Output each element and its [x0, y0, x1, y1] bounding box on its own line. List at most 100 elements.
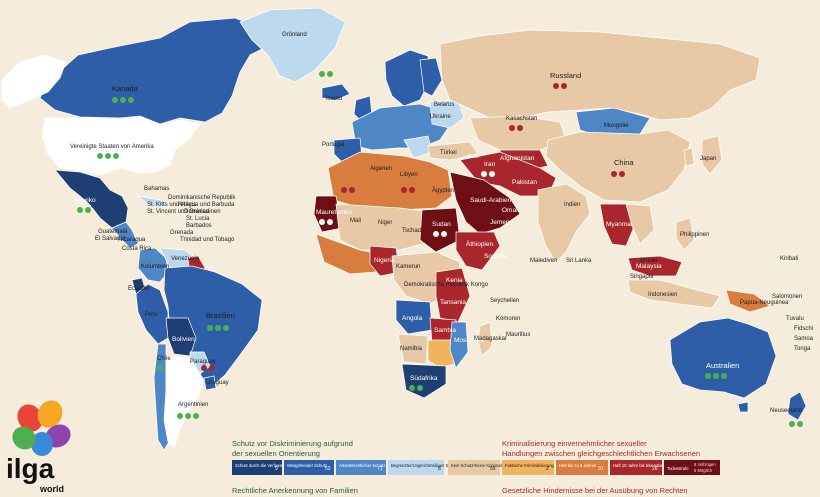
country-korea[interactable]	[683, 147, 695, 167]
label-south-africa: Südafrika	[410, 375, 438, 382]
country-central-america[interactable]	[111, 221, 139, 249]
legend-seg-ten-plus-count: 26	[652, 466, 658, 472]
label-guatemala: Guatemala	[98, 229, 128, 235]
legend-seg-limited-label: Begrenzter/Ungleichmäßiger Schutz	[391, 463, 458, 468]
label-cameroon: Kamerun	[396, 264, 420, 270]
petal-orange-icon	[37, 400, 63, 428]
legend-seg-broad-count: 52	[325, 466, 331, 472]
country-usa[interactable]	[41, 116, 201, 176]
legend-seg-employment-count: 71	[377, 466, 383, 472]
legend-seg-ten-plus-label: Haft 10 Jahre bis lebenslang	[613, 463, 667, 468]
country-colombia[interactable]	[137, 247, 169, 283]
country-russia[interactable]	[439, 29, 761, 121]
marker-red-icon	[509, 125, 515, 131]
marker-red-icon	[409, 187, 415, 193]
country-cuba[interactable]	[136, 195, 170, 207]
country-madagascar[interactable]	[477, 321, 493, 357]
legend-seg-death[interactable]	[664, 460, 720, 475]
country-turkey[interactable]	[427, 141, 479, 161]
legend-seg-de-facto-label: Faktische Kriminalisierung	[505, 463, 555, 468]
marker-green-icon	[113, 153, 119, 159]
country-argentina[interactable]	[163, 355, 205, 449]
country-scandinavia[interactable]	[384, 49, 431, 107]
marker-red-icon	[553, 83, 559, 89]
country-sudan[interactable]	[419, 207, 461, 253]
legend-seg-broad-label: Weitgehender Schutz	[287, 463, 327, 468]
country-angola[interactable]	[395, 299, 433, 335]
legend-seg-up-to-8[interactable]	[556, 460, 608, 475]
logo-petals-icon	[12, 400, 71, 456]
legend-seg-employment[interactable]	[336, 460, 386, 475]
label-venezuela: Venezuela	[171, 256, 200, 262]
label-angola: Angola	[402, 315, 423, 322]
marker-red-icon	[611, 171, 617, 177]
country-iceland[interactable]	[321, 83, 351, 101]
label-libya: Libyen	[400, 172, 418, 178]
country-new-zealand[interactable]	[787, 391, 807, 421]
legend-seg-constitution-count: 9	[275, 466, 278, 472]
label-dominican: Dominikanische Republik	[168, 195, 236, 201]
label-st-lucia: St. Lucia	[186, 216, 210, 222]
country-arabia[interactable]	[449, 171, 521, 235]
label-mongolia: Mongolei	[604, 123, 628, 129]
legend-seg-broad[interactable]	[284, 460, 334, 475]
label-fiji: Fidschi	[794, 326, 813, 332]
country-sahel[interactable]	[335, 203, 437, 251]
legend-seg-de-facto[interactable]	[502, 460, 554, 475]
country-tasmania[interactable]	[737, 401, 749, 413]
label-mexico: Mexiko	[75, 197, 96, 204]
marker-green-icon	[120, 97, 126, 103]
country-japan[interactable]	[701, 135, 723, 175]
legend-seg-constitution[interactable]	[232, 460, 282, 475]
country-malaysia[interactable]	[627, 255, 683, 277]
label-japan: Japan	[700, 156, 716, 162]
label-sri-lanka: Sri Lanka	[566, 258, 592, 264]
label-papua: Papua-Neuguinea	[740, 300, 789, 306]
legend-protection: Schutz vor Diskriminierung aufgrund der …	[232, 439, 458, 495]
label-singapore: Singapur	[630, 274, 654, 280]
legend-seg-limited[interactable]	[388, 460, 444, 475]
label-india: Indien	[564, 202, 580, 208]
country-finland[interactable]	[419, 57, 443, 97]
label-kiribati: Kiribati	[780, 256, 798, 262]
label-belarus: Belarus	[434, 102, 454, 108]
country-mozambique[interactable]	[449, 321, 469, 369]
country-uruguay[interactable]	[203, 375, 217, 391]
country-namibia[interactable]	[397, 333, 429, 365]
country-indochina[interactable]	[625, 203, 655, 245]
legend-protection-title-1: Schutz vor Diskriminierung aufgrund	[232, 439, 353, 448]
legend-seg-ten-plus[interactable]	[610, 460, 662, 475]
label-ecuador: Ecuador	[128, 286, 150, 292]
label-greenland: Grönland	[282, 32, 307, 38]
label-madagascar: Madagaskar	[474, 336, 507, 342]
legend-seg-none[interactable]	[448, 460, 500, 475]
marker-green-icon	[789, 421, 795, 427]
marker-white-icon	[441, 231, 447, 237]
country-philippines[interactable]	[675, 217, 695, 251]
label-uruguay: Uruguay	[206, 380, 229, 386]
country-india[interactable]	[537, 183, 591, 263]
country-alaska[interactable]	[1, 54, 67, 109]
country-china[interactable]	[545, 129, 691, 203]
country-horn[interactable]	[455, 231, 501, 271]
label-colombia: Kolumbien	[141, 264, 169, 270]
label-russia: Russland	[550, 71, 581, 80]
legend-seg-up-to-8-label: Haft bis zu 8 Jahren	[559, 463, 597, 468]
label-egypt: Ägypten	[432, 187, 454, 194]
marker-red-icon	[561, 83, 567, 89]
legend-death-note-2: 5 Möglich	[694, 468, 713, 473]
marker-red-icon	[349, 187, 355, 193]
country-west-africa[interactable]	[315, 233, 381, 275]
country-papua[interactable]	[725, 289, 771, 313]
country-indonesia[interactable]	[627, 279, 721, 309]
label-tonga: Tonga	[794, 346, 811, 352]
marker-green-icon	[713, 373, 719, 379]
country-nigeria[interactable]	[369, 245, 401, 277]
label-iraq: Irak	[468, 153, 480, 160]
label-iceland: Island	[326, 96, 342, 102]
country-canada[interactable]	[39, 17, 271, 125]
country-australia[interactable]	[669, 317, 777, 399]
ilga-world-logo[interactable]: ilga world	[6, 396, 75, 494]
label-kazakhstan: Kasachstan	[506, 116, 537, 122]
country-greenland[interactable]	[239, 7, 346, 83]
